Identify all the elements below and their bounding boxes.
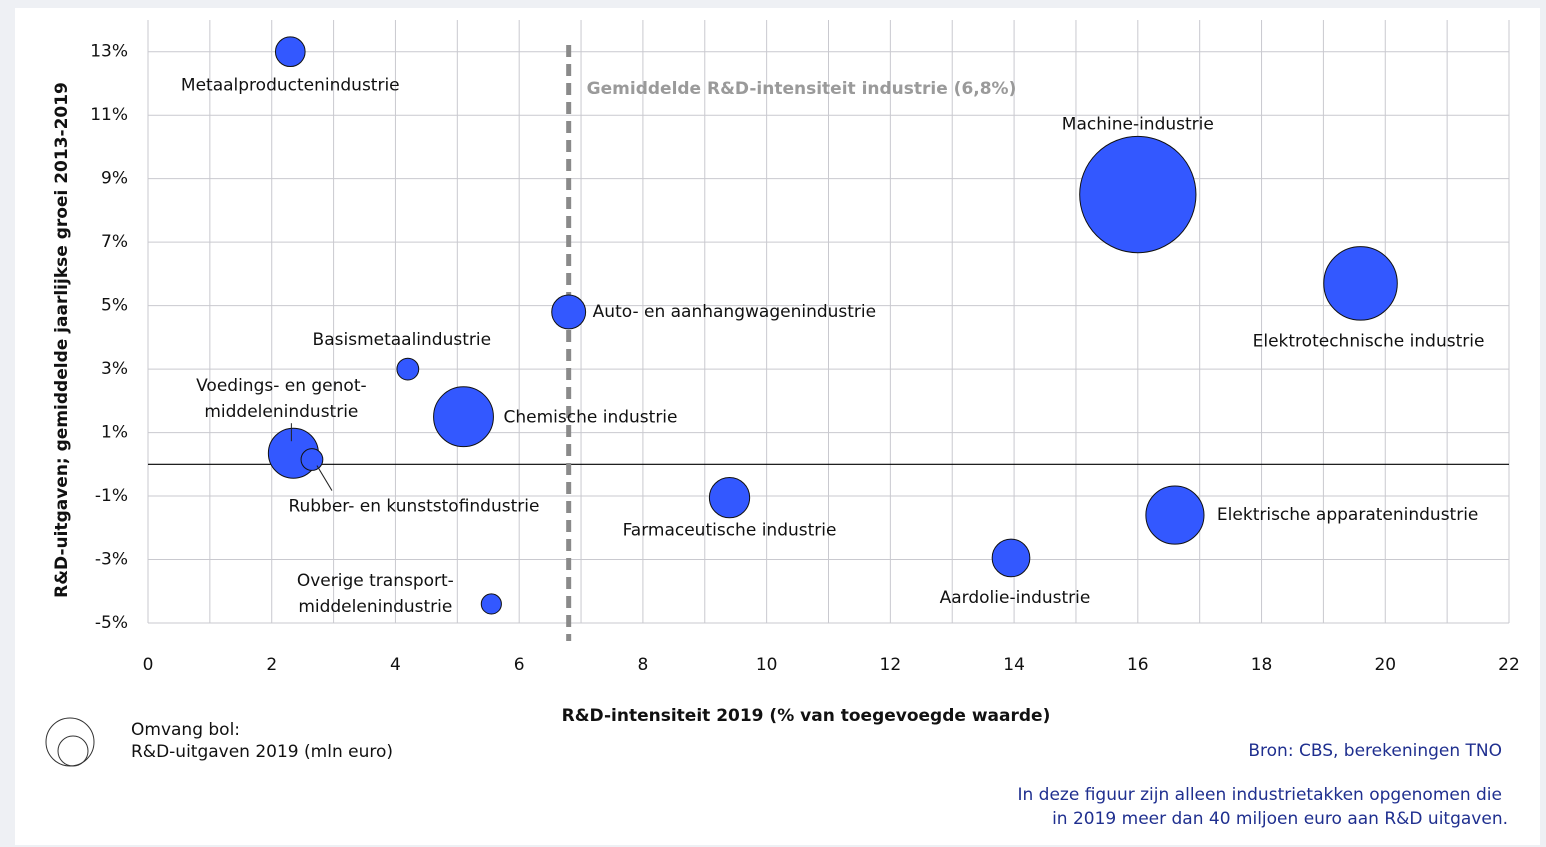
label-line: middelenindustrie bbox=[204, 402, 358, 422]
bubble-label: Chemische industrie bbox=[504, 408, 678, 428]
x-tick-label: 18 bbox=[1251, 655, 1273, 675]
x-tick-label: 12 bbox=[880, 655, 902, 675]
bubble bbox=[274, 36, 306, 68]
note: in 2019 meer dan 40 miljoen euro aan R&D… bbox=[1052, 809, 1508, 829]
bubble bbox=[1079, 135, 1197, 254]
x-tick-label: 4 bbox=[390, 655, 401, 675]
bubble bbox=[433, 386, 494, 448]
bubble bbox=[480, 593, 502, 615]
bubble bbox=[1323, 246, 1398, 321]
y-tick-label: 9% bbox=[101, 169, 128, 189]
bubble-label: Aardolie-industrie bbox=[940, 588, 1091, 608]
bubble-label: Rubber- en kunststofindustrie bbox=[288, 497, 539, 517]
x-tick-label: 16 bbox=[1127, 655, 1149, 675]
reference-label: Gemiddelde R&D-intensiteit industrie (6,… bbox=[587, 79, 1017, 99]
y-tick-label: -1% bbox=[95, 486, 128, 506]
bubble-label: Elektrische apparatenindustrie bbox=[1217, 505, 1478, 525]
x-tick-label: 10 bbox=[756, 655, 778, 675]
bubble bbox=[300, 448, 324, 471]
y-tick-label: -5% bbox=[95, 613, 128, 633]
note: In deze figuur zijn alleen industrietakk… bbox=[1017, 785, 1502, 805]
size-legend-icon bbox=[57, 735, 89, 767]
size-legend-text: R&D-uitgaven 2019 (mln euro) bbox=[131, 742, 393, 762]
bubble bbox=[1145, 485, 1205, 545]
y-tick-label: 7% bbox=[101, 232, 128, 252]
bubble-label: Voedings- en genot-middelenindustrie bbox=[196, 376, 367, 422]
bubble-label: Basismetaalindustrie bbox=[313, 330, 492, 350]
bubble-label: Auto- en aanhangwagenindustrie bbox=[593, 302, 876, 322]
x-tick-label: 14 bbox=[1003, 655, 1025, 675]
bubble-label: Overige transport-middelenindustrie bbox=[297, 571, 454, 617]
bubble-label: Farmaceutische industrie bbox=[623, 521, 837, 541]
y-tick-label: 3% bbox=[101, 359, 128, 379]
panel bbox=[15, 8, 1540, 845]
y-tick-label: -3% bbox=[95, 550, 128, 570]
y-tick-label: 13% bbox=[90, 42, 128, 62]
x-tick-label: 8 bbox=[637, 655, 648, 675]
bubble bbox=[551, 294, 587, 330]
label-line: Voedings- en genot- bbox=[196, 376, 367, 396]
x-tick-label: 0 bbox=[143, 655, 154, 675]
bubble-label: Machine-industrie bbox=[1062, 115, 1214, 135]
bubble-label: Metaalproductenindustrie bbox=[181, 76, 400, 96]
y-tick-label: 1% bbox=[101, 423, 128, 443]
label-line: middelenindustrie bbox=[298, 597, 452, 617]
y-tick-label: 11% bbox=[90, 105, 128, 125]
x-tick-label: 20 bbox=[1374, 655, 1396, 675]
source: Bron: CBS, berekeningen TNO bbox=[1248, 741, 1502, 761]
x-tick-label: 22 bbox=[1498, 655, 1520, 675]
x-tick-label: 2 bbox=[266, 655, 277, 675]
y-tick-label: 5% bbox=[101, 296, 128, 316]
bubble bbox=[708, 476, 751, 519]
x-tick-label: 6 bbox=[514, 655, 525, 675]
size-legend-text: Omvang bol: bbox=[131, 720, 240, 740]
leader-line bbox=[316, 465, 333, 491]
bubble bbox=[991, 538, 1031, 578]
bubble bbox=[396, 357, 420, 381]
y-axis-title: R&D-uitgaven; gemiddelde jaarlijkse groe… bbox=[52, 82, 72, 598]
label-line: Overige transport- bbox=[297, 571, 454, 591]
x-axis-title: R&D-intensiteit 2019 (% van toegevoegde … bbox=[562, 706, 1051, 726]
bubble-label: Elektrotechnische industrie bbox=[1253, 331, 1485, 351]
